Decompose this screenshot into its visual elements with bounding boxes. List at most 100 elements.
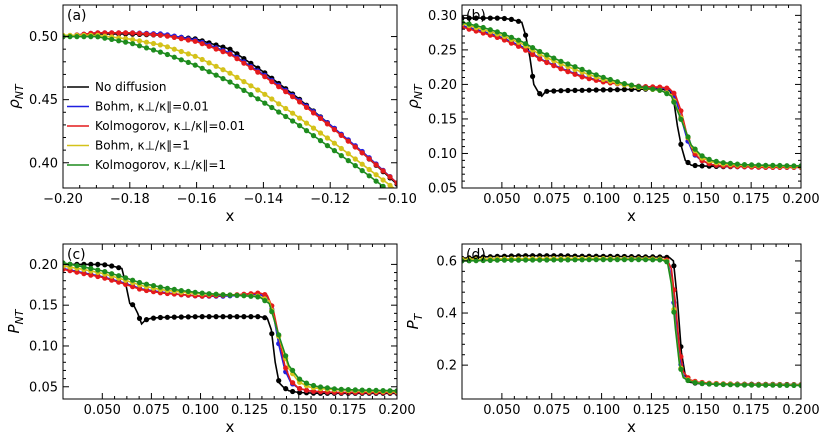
- x-tick-label: 0.175: [329, 403, 366, 418]
- data-point: [157, 42, 163, 48]
- series-line-2: [63, 268, 397, 394]
- data-point: [102, 269, 108, 275]
- data-point: [164, 314, 170, 320]
- data-point: [544, 257, 550, 263]
- data-point: [109, 30, 115, 36]
- data-point: [123, 39, 129, 45]
- data-point: [283, 386, 289, 392]
- data-point: [290, 118, 296, 124]
- data-point: [199, 65, 205, 71]
- data-point: [678, 116, 684, 122]
- data-point: [734, 161, 741, 167]
- data-point: [523, 47, 529, 53]
- data-point: [130, 277, 136, 283]
- data-point: [572, 257, 578, 263]
- data-point: [88, 34, 94, 40]
- data-point: [643, 85, 649, 91]
- y-tick-label: 0.20: [29, 258, 58, 273]
- data-point: [366, 173, 372, 179]
- data-point: [614, 257, 621, 263]
- data-point: [213, 72, 219, 78]
- data-point: [123, 281, 129, 287]
- data-point: [255, 96, 261, 102]
- x-tick-label: 0.075: [533, 403, 570, 418]
- data-point: [136, 30, 143, 37]
- data-point: [130, 302, 136, 308]
- y-tick-label: 0.10: [428, 147, 457, 162]
- data-point: [164, 33, 170, 39]
- data-point: [95, 261, 101, 267]
- data-point: [352, 163, 358, 169]
- x-tick-label: 0.175: [733, 403, 770, 418]
- data-point: [199, 56, 205, 63]
- y-tick-label: 0.10: [29, 339, 58, 354]
- data-point: [102, 275, 108, 281]
- data-point: [706, 156, 712, 162]
- data-point: [359, 161, 365, 167]
- data-point: [88, 272, 94, 278]
- data-point: [558, 88, 564, 94]
- data-point: [373, 387, 379, 393]
- data-point: [593, 72, 599, 78]
- data-point: [359, 168, 365, 174]
- data-point: [345, 387, 351, 393]
- y-tick-label: 0.40: [29, 156, 58, 171]
- series-line-3: [462, 257, 801, 386]
- series-line-3: [63, 265, 397, 393]
- data-point: [255, 314, 261, 320]
- data-point: [473, 23, 479, 29]
- data-point: [734, 382, 741, 388]
- data-point: [749, 162, 755, 168]
- data-point: [310, 133, 317, 139]
- data-point: [537, 56, 543, 62]
- data-point: [283, 365, 289, 371]
- x-tick-label: 0.075: [533, 192, 570, 207]
- data-point: [206, 69, 212, 75]
- series-line-2: [462, 257, 801, 386]
- data-point: [749, 382, 755, 388]
- data-point: [109, 277, 115, 283]
- data-point: [213, 291, 219, 297]
- data-point: [255, 87, 261, 93]
- data-point: [586, 87, 592, 93]
- data-point: [614, 79, 621, 85]
- data-point: [373, 172, 379, 178]
- data-point: [572, 71, 578, 77]
- data-point: [109, 263, 115, 269]
- data-point: [678, 141, 684, 147]
- legend-entry-3: Bohm, κ⊥/κ∥=1: [95, 139, 190, 153]
- data-point: [523, 257, 529, 263]
- data-point: [515, 18, 522, 24]
- data-point: [206, 291, 212, 297]
- data-point: [130, 30, 136, 36]
- data-point: [220, 76, 226, 82]
- data-point: [262, 298, 268, 304]
- data-point: [558, 58, 564, 64]
- data-point: [136, 43, 143, 49]
- data-point: [664, 259, 670, 265]
- data-point: [157, 314, 163, 321]
- data-point: [297, 386, 303, 392]
- data-point: [508, 16, 514, 22]
- data-point: [621, 86, 628, 93]
- data-point: [171, 314, 177, 320]
- data-point: [67, 261, 73, 267]
- data-point: [515, 43, 522, 49]
- data-point: [331, 148, 337, 154]
- data-point: [777, 162, 783, 169]
- data-point: [213, 63, 219, 69]
- data-point: [171, 34, 177, 41]
- legend-entry-0: No diffusion: [95, 80, 167, 94]
- data-point: [508, 257, 514, 263]
- y-axis-label-main: P: [5, 324, 23, 334]
- data-point: [234, 314, 240, 320]
- data-point: [269, 331, 275, 337]
- data-point: [394, 180, 397, 186]
- data-point: [164, 285, 170, 291]
- data-point: [276, 84, 282, 90]
- y-tick-label: 0.05: [428, 182, 457, 197]
- data-point: [530, 73, 536, 79]
- data-point: [255, 69, 261, 75]
- data-point: [178, 314, 184, 320]
- data-point: [74, 269, 80, 275]
